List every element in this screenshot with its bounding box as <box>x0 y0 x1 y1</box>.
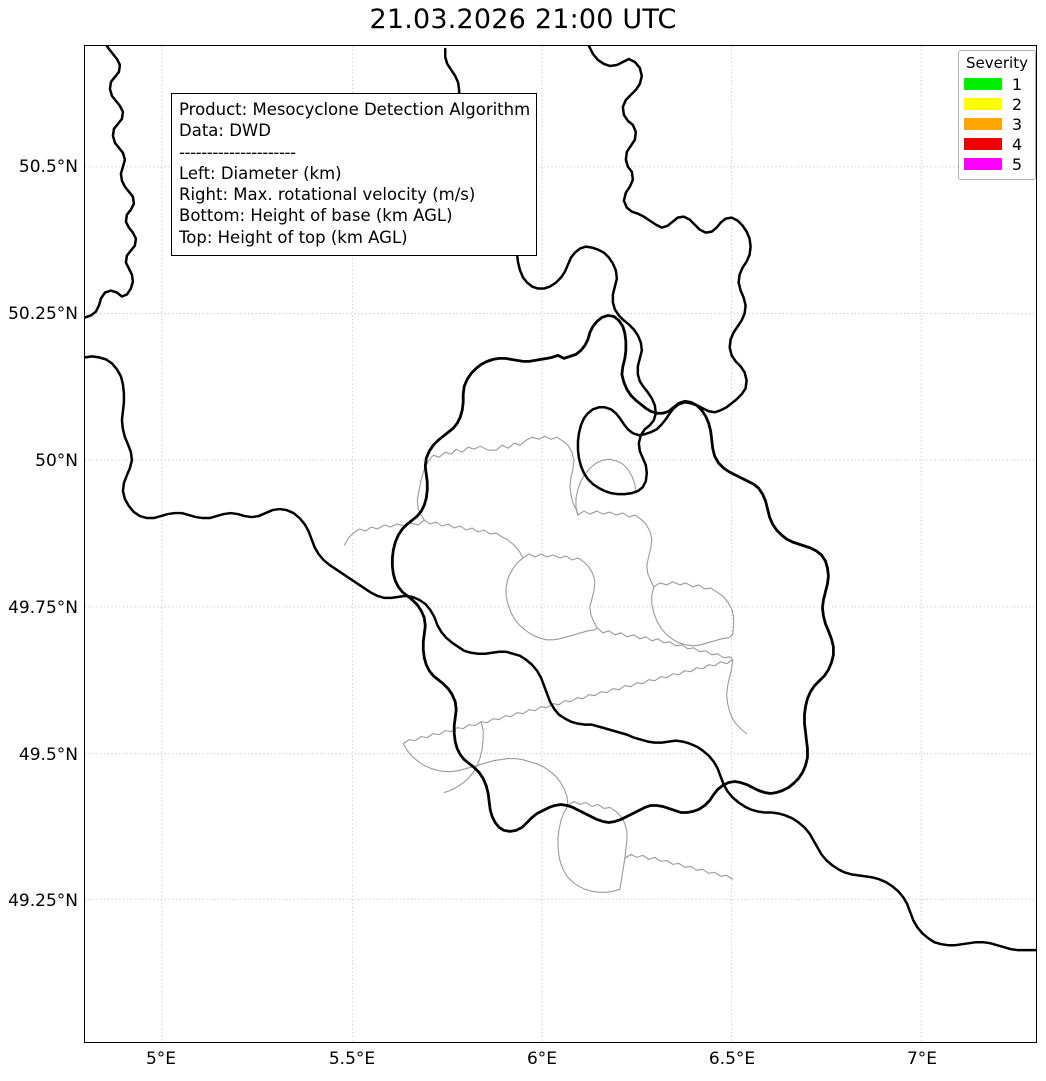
x-tick-label-1: 5.5°E <box>328 1049 376 1069</box>
legend-row-1: 1 <box>964 74 1030 94</box>
severity-label-1: 1 <box>1011 74 1023 94</box>
y-tick-label-0: 50.5°N <box>18 157 78 177</box>
legend-row-2: 2 <box>964 94 1030 114</box>
y-tick-label-2: 50°N <box>35 451 78 471</box>
info-line-separator: --------------------- <box>179 142 296 162</box>
severity-swatch-2 <box>964 98 1002 110</box>
severity-swatch-5 <box>964 158 1002 170</box>
page-title: 21.03.2026 21:00 UTC <box>369 4 677 35</box>
info-line-product: Product: Mesocyclone Detection Algorithm <box>179 100 531 119</box>
canton-borders <box>343 435 748 893</box>
map-axes[interactable]: Product: Mesocyclone Detection Algorithm… <box>84 45 1037 1043</box>
severity-legend-title: Severity <box>966 54 1028 72</box>
belgium-france-border <box>85 46 594 726</box>
x-tick-label-3: 6.5°E <box>708 1049 756 1069</box>
legend-row-4: 4 <box>964 134 1030 154</box>
severity-swatch-1 <box>964 78 1002 90</box>
luxembourg-outline <box>390 314 835 833</box>
y-tick-label-1: 50.25°N <box>8 304 78 324</box>
x-tick-label-2: 6°E <box>526 1049 558 1069</box>
product-info-box: Product: Mesocyclone Detection Algorithm… <box>171 93 537 257</box>
info-line-right: Right: Max. rotational velocity (m/s) <box>179 185 476 205</box>
gridlines <box>85 46 1036 1042</box>
severity-label-2: 2 <box>1011 94 1023 114</box>
x-tick-label-0: 5°E <box>145 1049 177 1069</box>
info-line-left: Left: Diameter (km) <box>179 163 342 183</box>
legend-row-5: 5 <box>964 154 1030 174</box>
severity-label-4: 4 <box>1011 134 1023 154</box>
info-line-bottom: Bottom: Height of base (km AGL) <box>179 206 453 226</box>
severity-legend: Severity 1 2 3 4 5 <box>958 50 1036 180</box>
legend-row-3: 3 <box>964 114 1030 134</box>
severity-swatch-4 <box>964 138 1002 150</box>
severity-label-3: 3 <box>1011 114 1023 134</box>
x-tick-label-4: 7°E <box>906 1049 938 1069</box>
y-tick-label-4: 49.5°N <box>18 745 78 765</box>
info-line-top: Top: Height of top (km AGL) <box>179 227 408 247</box>
severity-swatch-3 <box>964 118 1002 130</box>
info-line-data: Data: DWD <box>179 121 271 141</box>
y-tick-label-3: 49.75°N <box>8 598 78 618</box>
severity-label-5: 5 <box>1011 154 1023 174</box>
france-germany-border <box>590 723 1036 952</box>
y-tick-label-5: 49.25°N <box>8 891 78 911</box>
